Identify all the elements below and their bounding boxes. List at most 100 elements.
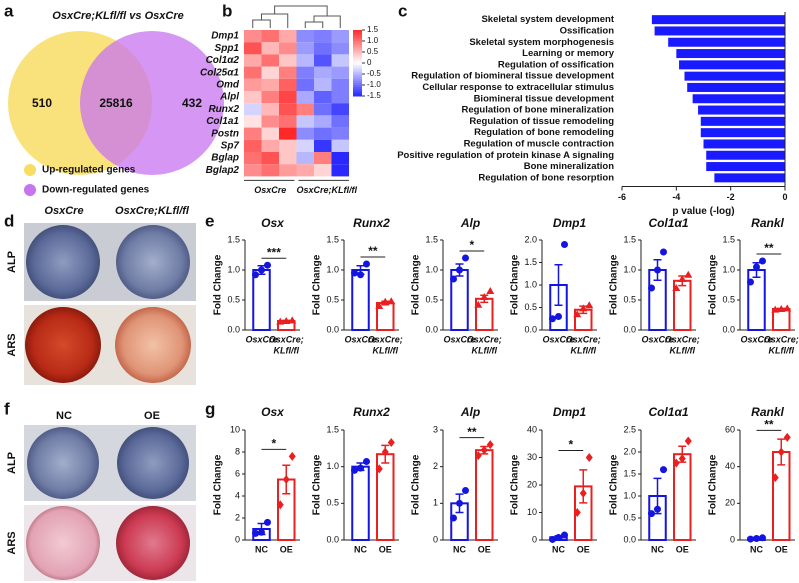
y-axis-label: Fold Change (213, 454, 224, 515)
y-tick-label: 0.0 (326, 324, 339, 334)
panel-label: c (398, 1, 407, 20)
y-tick-label: 10 (230, 424, 240, 434)
bar (684, 71, 785, 81)
data-point (654, 505, 661, 513)
chart-title: Rankl (751, 216, 784, 230)
heatmap-cell (314, 30, 332, 43)
heatmap-cell (244, 30, 262, 43)
data-point (579, 488, 587, 498)
panel-label: d (4, 211, 14, 230)
colorbar-step (353, 74, 362, 77)
bar (706, 162, 785, 172)
data-point (684, 270, 693, 278)
heatmap-cell (279, 66, 297, 79)
heatmap-cell (244, 91, 262, 104)
colorbar-step (353, 43, 362, 46)
data-point (672, 284, 681, 291)
colorbar-step (353, 80, 362, 84)
bar (703, 139, 785, 149)
data-point (375, 464, 383, 474)
y-tick-label: 1.5 (227, 234, 240, 244)
chart-title: Alp (460, 405, 480, 419)
heatmap-cell (244, 42, 262, 55)
data-point (282, 317, 291, 324)
data-point (561, 531, 568, 539)
venn-count: 25816 (99, 96, 133, 110)
significance-label: * (272, 437, 277, 451)
x-tick-label: OE (775, 544, 788, 554)
colorbar-step (353, 30, 362, 33)
data-point (783, 432, 791, 442)
category-label: Ossification (560, 25, 615, 36)
data-point (456, 499, 463, 507)
venn-title: OsxCre;KLfl/fl vs OsxCre (52, 10, 183, 22)
y-tick-label: 1.5 (623, 468, 636, 478)
y-tick-label: 0.5 (722, 294, 735, 304)
x-tick-label: NC (552, 544, 565, 554)
y-tick-label: 20 (527, 479, 537, 489)
y-tick-label: 1.0 (227, 264, 240, 274)
category-label: Regulation of biomineral tissue developm… (411, 71, 615, 82)
colorbar-step (353, 87, 362, 90)
data-point (276, 500, 284, 510)
bar (668, 37, 785, 47)
bar (687, 82, 785, 92)
data-point (753, 535, 760, 543)
bar (676, 49, 785, 59)
colorbar-step (353, 69, 362, 73)
x-tick-label: OsxCre (344, 334, 376, 344)
well (117, 427, 189, 499)
data-point (462, 254, 469, 262)
heatmap-cell (261, 54, 279, 67)
data-point (480, 445, 488, 455)
significance-label: *** (267, 245, 281, 259)
x-tick-label: -2 (727, 192, 735, 202)
colorbar-step (353, 65, 362, 68)
data-point (252, 271, 259, 279)
heatmap-cell (314, 66, 332, 79)
y-tick-label: 0.0 (227, 324, 240, 334)
y-tick-label: 1.5 (524, 257, 537, 267)
y-tick-label: 0.0 (425, 324, 438, 334)
y-tick-label: 6 (235, 468, 240, 478)
bar (252, 269, 271, 331)
well (26, 506, 100, 580)
row-label: Omd (216, 80, 240, 91)
data-point (351, 466, 358, 474)
data-point (777, 305, 786, 312)
heatmap-cell (279, 78, 297, 91)
row-label: Bglap (211, 153, 239, 164)
colorbar-step (353, 32, 362, 35)
colorbar-label: -0.5 (367, 69, 381, 78)
row-label: Bglap2 (206, 165, 240, 176)
error-bar (554, 264, 563, 306)
x-tick-label: OsxCre (542, 334, 574, 344)
category-label: Positive regulation of protein kinase A … (397, 150, 614, 161)
y-tick-label: 20 (725, 498, 735, 508)
y-axis-label: Fold Change (312, 454, 323, 515)
colorbar-step (353, 60, 362, 64)
heatmap-cell (261, 152, 279, 165)
chart-title: Runx2 (353, 405, 390, 419)
data-point (759, 534, 766, 542)
y-axis-label: Fold Change (708, 254, 719, 315)
heatmap-cell (296, 152, 314, 165)
y-tick-label: 1.0 (425, 264, 438, 274)
heatmap-cell (244, 152, 262, 165)
bar (351, 465, 370, 541)
heatmap-cell (244, 78, 262, 91)
y-tick-label: 0.0 (623, 534, 636, 544)
y-axis-label: Fold Change (708, 454, 719, 515)
y-tick-label: 40 (527, 424, 537, 434)
row-label: Sp7 (221, 141, 240, 152)
heatmap-cell (314, 42, 332, 55)
colorbar-step (353, 49, 362, 53)
x-tick-label: OsxCre; (665, 334, 700, 344)
y-tick-label: 0.5 (425, 294, 438, 304)
row-label: Postn (211, 128, 239, 139)
data-point (450, 275, 457, 283)
image-row-label: ARS (6, 531, 18, 554)
heatmap-cell (314, 139, 332, 152)
y-tick-label: 1.5 (326, 234, 339, 244)
x-tick-label: OsxCre; (467, 334, 502, 344)
